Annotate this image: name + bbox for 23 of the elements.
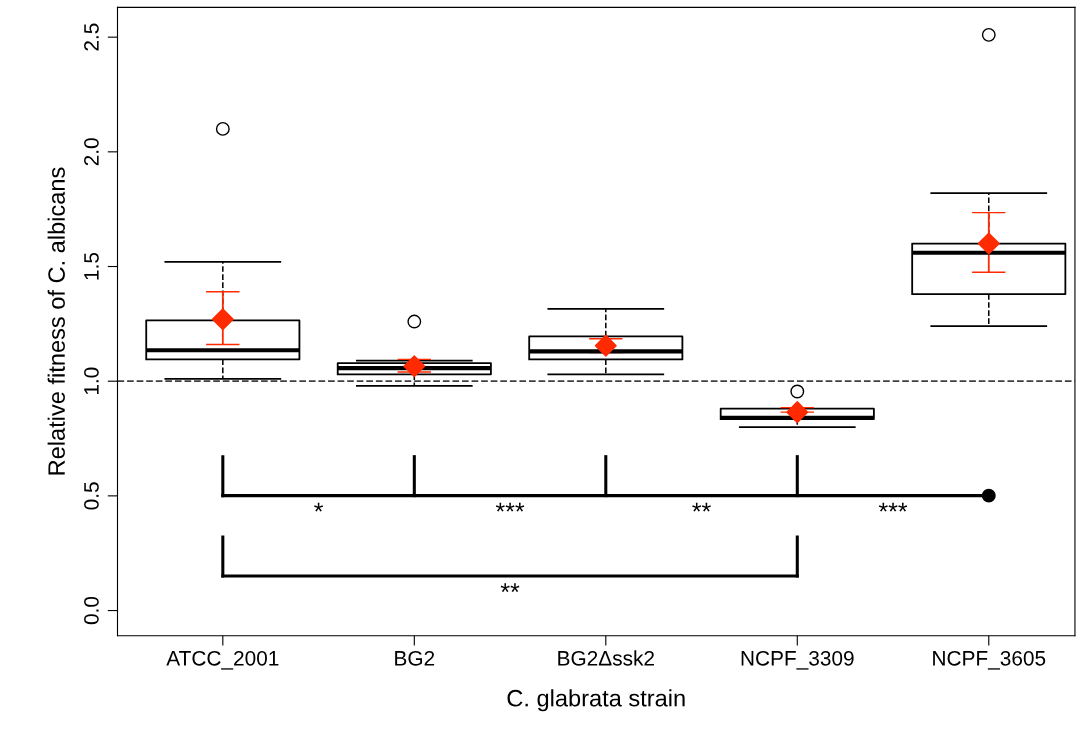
x-tick-label: BG2Δssk2	[558, 650, 654, 666]
x-tick-label: NCPF_3309	[741, 650, 854, 670]
x-axis-title: C. glabrata strain	[507, 689, 685, 712]
point	[211, 308, 234, 331]
annotation: ***	[878, 502, 908, 512]
point	[594, 334, 617, 357]
annotation: **	[692, 502, 711, 512]
point	[786, 401, 809, 424]
annotation: *	[314, 502, 324, 512]
annotation: **	[500, 583, 520, 593]
y-tick-label: 0.5	[84, 482, 99, 510]
x-tick-label: NCPF_3605	[933, 650, 1046, 670]
point	[977, 232, 1000, 255]
x-tick-label: ATCC_2001	[166, 650, 279, 670]
y-tick-label: 2.5	[84, 23, 99, 51]
y-tick-label: 0.0	[84, 596, 99, 625]
point	[403, 355, 426, 378]
y-tick-label: 2.0	[84, 138, 99, 166]
y-tick-label: 1.0	[84, 367, 99, 395]
annotation: ***	[495, 502, 525, 512]
y-tick-label: 1.5	[84, 252, 99, 280]
x-tick-label: BG2	[395, 650, 435, 666]
y-axis-title: Relative fitness of C. albicans	[47, 167, 65, 475]
